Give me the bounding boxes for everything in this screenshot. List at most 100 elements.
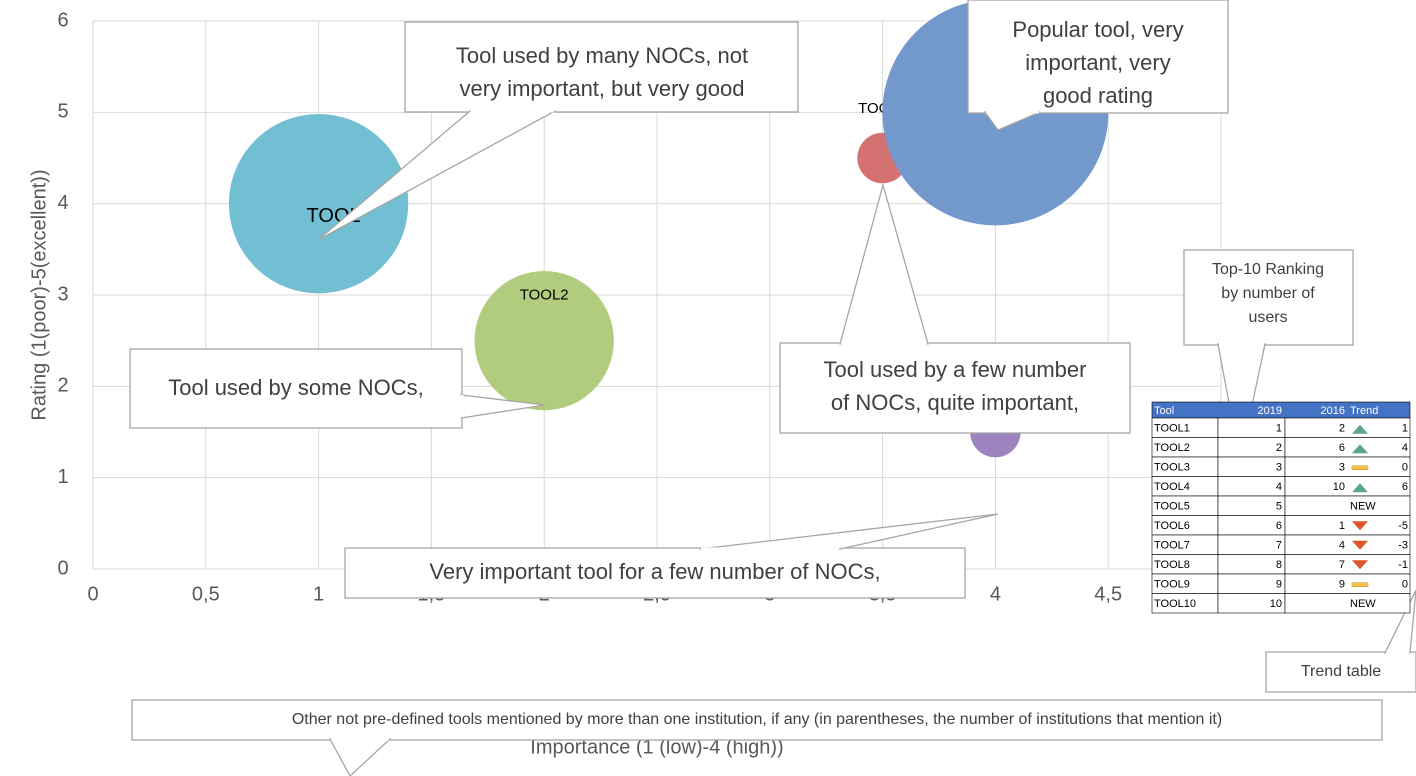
callout-box — [344, 547, 966, 599]
trend-down — [1352, 540, 1368, 550]
table-cell-text: 3 — [1339, 462, 1345, 474]
table-cell-text: TOOL7 — [1154, 540, 1190, 552]
table-cell-text: TOOL4 — [1154, 481, 1190, 493]
callout-text: Top-10 Ranking — [1212, 261, 1324, 278]
callout-box — [1183, 249, 1354, 346]
table-cell-text: 3 — [1276, 462, 1282, 474]
callout-text: Trend table — [1301, 663, 1381, 680]
table-cell-text: 1 — [1276, 423, 1282, 435]
x-tick-label: 4,5 — [1094, 583, 1122, 605]
table-cell — [1284, 515, 1411, 536]
table-cell-text: 0 — [1402, 462, 1408, 474]
table-cell — [1284, 437, 1411, 458]
y-tick-label: 0 — [57, 557, 68, 579]
table-cell-text: TOOL9 — [1154, 579, 1190, 591]
table-cell-text: 6 — [1276, 520, 1282, 532]
table-cell-text: -5 — [1398, 520, 1408, 532]
table-header: 2016 — [1321, 405, 1345, 417]
table-cell — [1284, 534, 1411, 555]
table-cell-text: 10 — [1333, 481, 1345, 493]
callout-text: Popular tool, very — [1012, 17, 1183, 42]
callout-join — [458, 394, 464, 419]
table-cell-text: 1 — [1339, 520, 1345, 532]
callout-text: users — [1248, 309, 1287, 326]
callout-text: good rating — [1043, 83, 1153, 108]
trend-down — [1352, 521, 1368, 531]
table-cell-text: 4 — [1339, 540, 1345, 552]
table-cell — [1284, 573, 1411, 594]
table-header: Trend — [1350, 405, 1378, 417]
x-tick-label: 1 — [313, 583, 324, 605]
table-cell — [1284, 456, 1411, 477]
callout-text: Tool used by many NOCs, not — [456, 43, 748, 68]
callout-text: by number of — [1221, 285, 1315, 302]
table-header: 2019 — [1258, 405, 1282, 417]
callout-text: of NOCs, quite important, — [831, 390, 1079, 415]
table-cell-text: TOOL5 — [1154, 501, 1190, 513]
callout-text: Other not pre-defined tools mentioned by… — [292, 711, 1222, 728]
x-tick-label: 0,5 — [192, 583, 220, 605]
callout-box — [131, 699, 1383, 741]
table-cell-text: 0 — [1402, 579, 1408, 591]
table-cell-text: 9 — [1339, 579, 1345, 591]
bubble-label: TOOL2 — [520, 287, 569, 304]
callout-box — [404, 21, 799, 113]
trend-flat — [1351, 582, 1369, 587]
callout-text: Tool used by a few number — [824, 357, 1087, 382]
callout-pointer — [839, 182, 929, 345]
trend-up — [1352, 424, 1368, 434]
callout-box — [779, 342, 1131, 434]
table-cell — [1284, 417, 1411, 438]
trend-down — [1352, 560, 1368, 570]
table-cell-text: TOOL10 — [1154, 598, 1196, 610]
table-cell-text: 10 — [1270, 598, 1282, 610]
y-tick-label: 1 — [57, 466, 68, 488]
callout-text: important, very — [1025, 50, 1171, 75]
table-cell-text: 6 — [1402, 481, 1408, 493]
callout-box — [129, 348, 463, 429]
trend-up — [1352, 444, 1368, 454]
table-cell-text: -3 — [1398, 540, 1408, 552]
table-cell — [1284, 593, 1411, 614]
table-cell-text: TOOL2 — [1154, 442, 1190, 454]
table-cell-text: 4 — [1276, 481, 1282, 493]
table-cell — [1284, 495, 1411, 516]
table-cell-text: 7 — [1339, 559, 1345, 571]
bubble — [228, 113, 409, 294]
callout-text: Very important tool for a few number of … — [429, 559, 880, 584]
table-cell-text: 5 — [1276, 501, 1282, 513]
y-axis-label: Rating (1(poor)-5(excellent)) — [28, 169, 50, 420]
table-cell-text: TOOL6 — [1154, 520, 1190, 532]
callout-box — [1265, 651, 1416, 693]
table-cell-text: 9 — [1276, 579, 1282, 591]
trend-flat — [1351, 465, 1369, 470]
bubble — [474, 271, 614, 411]
y-tick-label: 6 — [57, 9, 68, 31]
table-cell-text: 8 — [1276, 559, 1282, 571]
table-cell-text: 6 — [1339, 442, 1345, 454]
y-tick-label: 2 — [57, 375, 68, 397]
table-cell-text: TOOL3 — [1154, 462, 1190, 474]
callout-text: Tool used by some NOCs, — [168, 375, 424, 400]
table-cell-text: NEW — [1350, 598, 1376, 610]
table-cell-text: -1 — [1398, 559, 1408, 571]
x-tick-label: 0 — [87, 583, 98, 605]
x-axis-label: Importance (1 (low)-4 (high)) — [530, 736, 783, 758]
table-cell — [1284, 476, 1411, 497]
callout-pointer — [328, 738, 392, 776]
table-cell-text: 1 — [1402, 423, 1408, 435]
table-cell-text: 7 — [1276, 540, 1282, 552]
table-cell-text: 4 — [1402, 442, 1408, 454]
trend-up — [1352, 483, 1368, 493]
callout-pointer — [699, 513, 999, 550]
table-cell-text: 2 — [1276, 442, 1282, 454]
table-cell-text: TOOL8 — [1154, 559, 1190, 571]
callout-text: very important, but very good — [460, 76, 745, 101]
table-header: Tool — [1154, 405, 1174, 417]
y-tick-label: 4 — [57, 192, 68, 214]
y-tick-label: 5 — [57, 101, 68, 123]
callout-box — [967, 0, 1229, 114]
table-cell-text: NEW — [1350, 501, 1376, 513]
table-cell-text: 2 — [1339, 423, 1345, 435]
